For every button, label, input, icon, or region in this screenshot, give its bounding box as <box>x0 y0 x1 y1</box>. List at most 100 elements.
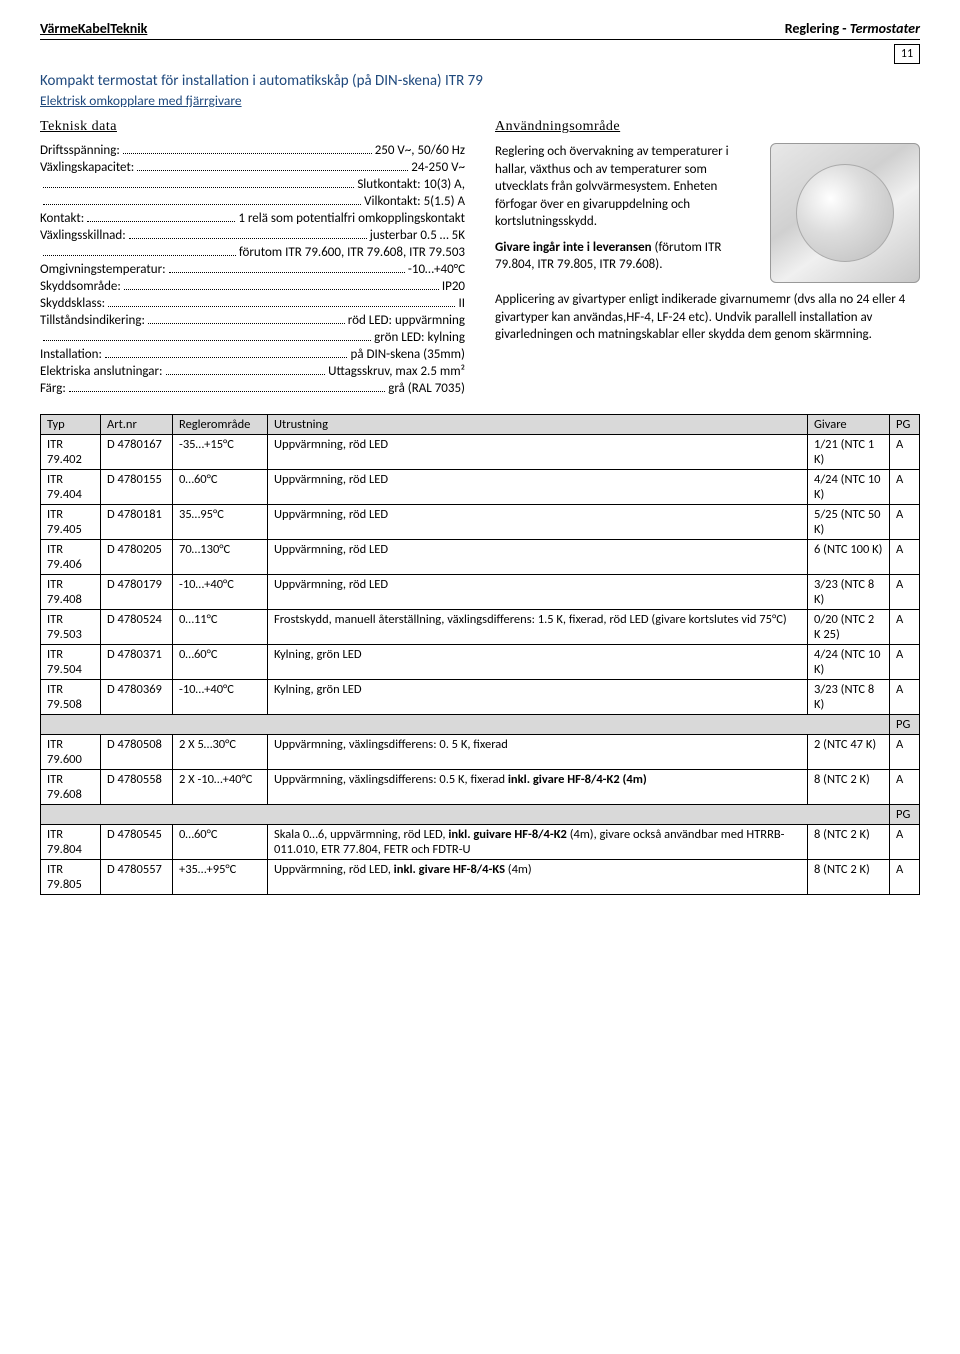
th-art: Art.nr <box>101 415 173 435</box>
cell-reg: -10…+40°C <box>173 680 268 715</box>
page-number: 11 <box>894 44 920 64</box>
spec-dots <box>108 296 455 307</box>
table-band-row: PG <box>41 805 920 825</box>
table-row: ITR 79.804D 47805450…60°CSkala 0…6, uppv… <box>41 825 920 860</box>
spec-value: Slutkontakt: 10(3) A, <box>357 177 465 192</box>
table-row: ITR 79.608D 47805582 X -10…+40°CUppvärmn… <box>41 770 920 805</box>
cell-typ: ITR 79.805 <box>41 860 101 895</box>
table-row: ITR 79.600D 47805082 X 5…30°CUppvärmning… <box>41 735 920 770</box>
cell-pg: A <box>890 680 920 715</box>
cell-pg: A <box>890 470 920 505</box>
cell-pg: A <box>890 575 920 610</box>
cell-typ: ITR 79.406 <box>41 540 101 575</box>
usage-heading: Användningsområde <box>495 119 920 135</box>
spec-line: Installation: på DIN-skena (35mm) <box>40 347 465 362</box>
spec-value: på DIN-skena (35mm) <box>350 347 465 362</box>
spec-value: Vilkontakt: 5(1.5) A <box>364 194 465 209</box>
table-row: ITR 79.504D 47803710…60°CKylning, grön L… <box>41 645 920 680</box>
spec-dots <box>166 364 326 375</box>
th-reg: Reglerområde <box>173 415 268 435</box>
cell-reg: 2 X -10…+40°C <box>173 770 268 805</box>
cell-giv: 3/23 (NTC 8 K) <box>808 680 890 715</box>
spec-line: Skyddsklass:II <box>40 296 465 311</box>
cell-art: D 4780369 <box>101 680 173 715</box>
spec-line: Vilkontakt: 5(1.5) A <box>40 194 465 209</box>
spec-dots <box>43 177 354 188</box>
cell-utr: Frostskydd, manuell återställning, växli… <box>268 610 808 645</box>
cell-reg: -35…+15°C <box>173 435 268 470</box>
cell-typ: ITR 79.504 <box>41 645 101 680</box>
cell-utr: Uppvärmning, röd LED <box>268 435 808 470</box>
table-row: ITR 79.508D 4780369-10…+40°CKylning, grö… <box>41 680 920 715</box>
spec-line: Driftsspänning:250 V~, 50/60 Hz <box>40 143 465 158</box>
table-body: ITR 79.402D 4780167-35…+15°CUppvärmning,… <box>41 435 920 895</box>
cell-giv: 4/24 (NTC 10 K) <box>808 645 890 680</box>
cell-art: D 4780545 <box>101 825 173 860</box>
cell-reg: 35…95°C <box>173 505 268 540</box>
spec-dots <box>169 262 405 273</box>
cell-art: D 4780508 <box>101 735 173 770</box>
spec-label: Växlingsskillnad: <box>40 228 126 243</box>
cell-reg: 70…130°C <box>173 540 268 575</box>
spec-dots <box>43 330 371 341</box>
tech-data-heading: Teknisk data <box>40 119 465 135</box>
spec-line: Växlingskapacitet:24-250 V~ <box>40 160 465 175</box>
cell-giv: 8 (NTC 2 K) <box>808 860 890 895</box>
spec-dots <box>43 245 236 256</box>
spec-value: 250 V~, 50/60 Hz <box>375 143 465 158</box>
header-section: Reglering - Termostater <box>785 20 920 37</box>
cell-typ: ITR 79.804 <box>41 825 101 860</box>
spec-value: Uttagsskruv, max 2.5 mm² <box>328 364 465 379</box>
cell-giv: 1/21 (NTC 1 K) <box>808 435 890 470</box>
spec-value: 24-250 V~ <box>411 160 465 175</box>
th-pg: PG <box>890 415 920 435</box>
table-row: ITR 79.402D 4780167-35…+15°CUppvärmning,… <box>41 435 920 470</box>
th-utr: Utrustning <box>268 415 808 435</box>
spec-line: grön LED: kylning <box>40 330 465 345</box>
cell-giv: 4/24 (NTC 10 K) <box>808 470 890 505</box>
spec-label: Skyddsklass: <box>40 296 105 311</box>
cell-typ: ITR 79.402 <box>41 435 101 470</box>
tech-data-column: Teknisk data Driftsspänning:250 V~, 50/6… <box>40 119 465 398</box>
cell-utr: Skala 0…6, uppvärmning, röd LED, inkl. g… <box>268 825 808 860</box>
cell-giv: 8 (NTC 2 K) <box>808 825 890 860</box>
band-pg: PG <box>890 715 920 735</box>
cell-typ: ITR 79.608 <box>41 770 101 805</box>
cell-pg: A <box>890 735 920 770</box>
spec-dots <box>137 160 408 171</box>
table-row: ITR 79.408D 4780179-10…+40°CUppvärmning,… <box>41 575 920 610</box>
spec-dots <box>87 211 235 222</box>
table-band-row: PG <box>41 715 920 735</box>
cell-typ: ITR 79.408 <box>41 575 101 610</box>
cell-giv: 2 (NTC 47 K) <box>808 735 890 770</box>
spec-line: Växlingsskillnad:justerbar 0.5 … 5K <box>40 228 465 243</box>
spec-line: Tillståndsindikering:röd LED: uppvärmnin… <box>40 313 465 328</box>
cell-art: D 4780155 <box>101 470 173 505</box>
spec-value: förutom ITR 79.600, ITR 79.608, ITR 79.5… <box>239 245 465 260</box>
cell-giv: 5/25 (NTC 50 K) <box>808 505 890 540</box>
cell-reg: -10…+40°C <box>173 575 268 610</box>
cell-giv: 3/23 (NTC 8 K) <box>808 575 890 610</box>
cell-reg: 0…60°C <box>173 825 268 860</box>
spec-line: Kontakt:1 relä som potentialfri omkoppli… <box>40 211 465 226</box>
usage-column: Användningsområde Reglering och övervakn… <box>495 119 920 398</box>
spec-label: Färg: <box>40 381 66 396</box>
spec-label: Installation: <box>40 347 102 362</box>
header-brand: VärmeKabelTeknik <box>40 20 147 37</box>
spec-line: Slutkontakt: 10(3) A, <box>40 177 465 192</box>
cell-pg: A <box>890 860 920 895</box>
cell-utr: Uppvärmning, växlingsdifferens: 0. 5 K, … <box>268 735 808 770</box>
usage-p3: Applicering av givartyper enligt indiker… <box>495 291 920 344</box>
cell-art: D 4780181 <box>101 505 173 540</box>
table-head: Typ Art.nr Reglerområde Utrustning Givar… <box>41 415 920 435</box>
cell-art: D 4780557 <box>101 860 173 895</box>
cell-typ: ITR 79.508 <box>41 680 101 715</box>
spec-dots <box>69 381 385 392</box>
spec-dots <box>124 279 439 290</box>
spec-dots <box>105 347 348 358</box>
spec-value: 1 relä som potentialfri omkopplingskonta… <box>238 211 465 226</box>
page-title: Kompakt termostat för installation i aut… <box>40 72 920 90</box>
spec-dots <box>129 228 367 239</box>
cell-utr: Uppvärmning, växlingsdifferens: 0.5 K, f… <box>268 770 808 805</box>
spec-value: grön LED: kylning <box>374 330 465 345</box>
